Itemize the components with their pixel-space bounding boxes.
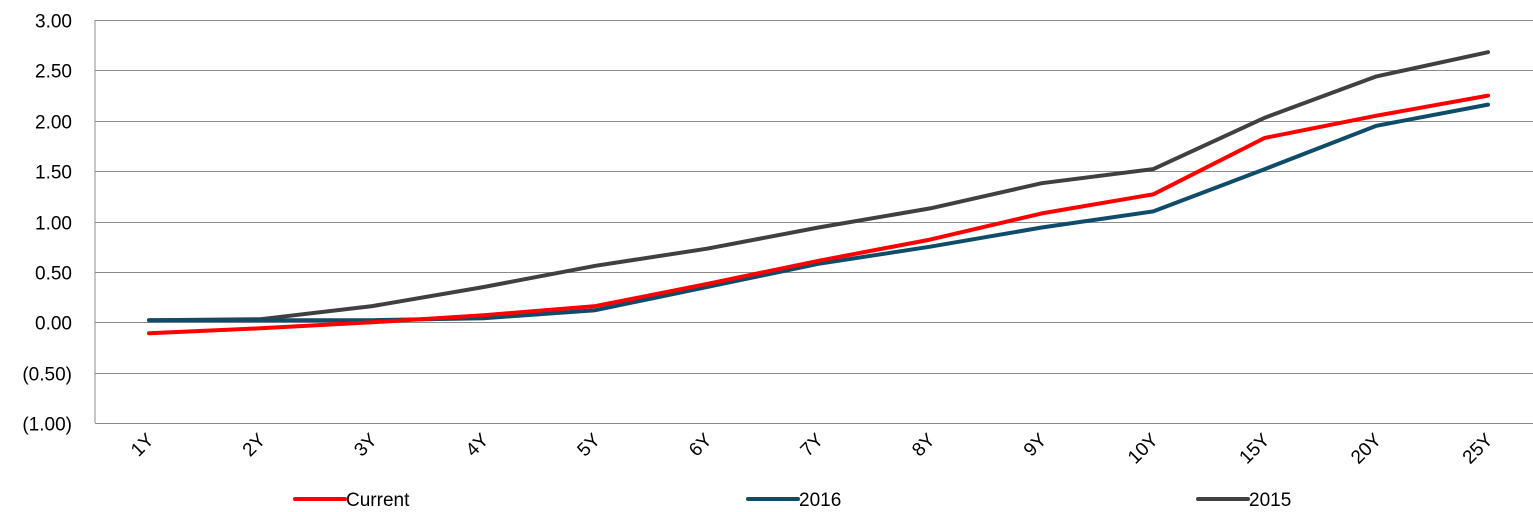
y-tick-label: (1.00) [22,415,72,436]
x-tick-label: 20Y [1347,429,1386,468]
legend-item-2016: 2016 [746,490,841,511]
y-tick-label: 3.00 [35,12,72,33]
series-layer [147,50,1490,336]
y-tick-label: (0.50) [22,365,72,386]
x-tick-label: 7Y [797,429,829,461]
series-line-2016 [147,102,1490,323]
legend-item-current: Current [293,490,410,511]
series-line-current [147,93,1490,336]
x-tick-label: 8Y [908,429,940,461]
x-tick-label: 9Y [1020,429,1052,461]
x-tick-label: 5Y [574,429,606,461]
legend-label: 2016 [799,490,841,511]
y-tick-label: 0.50 [35,264,72,285]
grid-layer [95,20,1533,424]
x-tick-label: 15Y [1236,429,1275,468]
legend: Current 2016 2015 [293,490,1291,511]
y-tick-label: 0.00 [35,314,72,335]
legend-item-2015: 2015 [1196,490,1291,511]
x-tick-label: 1Y [127,429,159,461]
x-tick-label: 10Y [1124,429,1163,468]
y-tick-label: 1.50 [35,163,72,184]
legend-label: 2015 [1249,490,1291,511]
x-tick-label: 4Y [462,429,494,461]
x-tick-label: 3Y [350,429,382,461]
x-tick-label: 2Y [239,429,271,461]
y-tick-label: 1.00 [35,214,72,235]
x-tick-label: 25Y [1459,429,1498,468]
series-line-2015 [147,50,1490,323]
legend-label: Current [346,490,410,511]
y-tick-label: 2.00 [35,113,72,134]
y-tick-label: 2.50 [35,62,72,83]
x-tick-label: 6Y [685,429,717,461]
